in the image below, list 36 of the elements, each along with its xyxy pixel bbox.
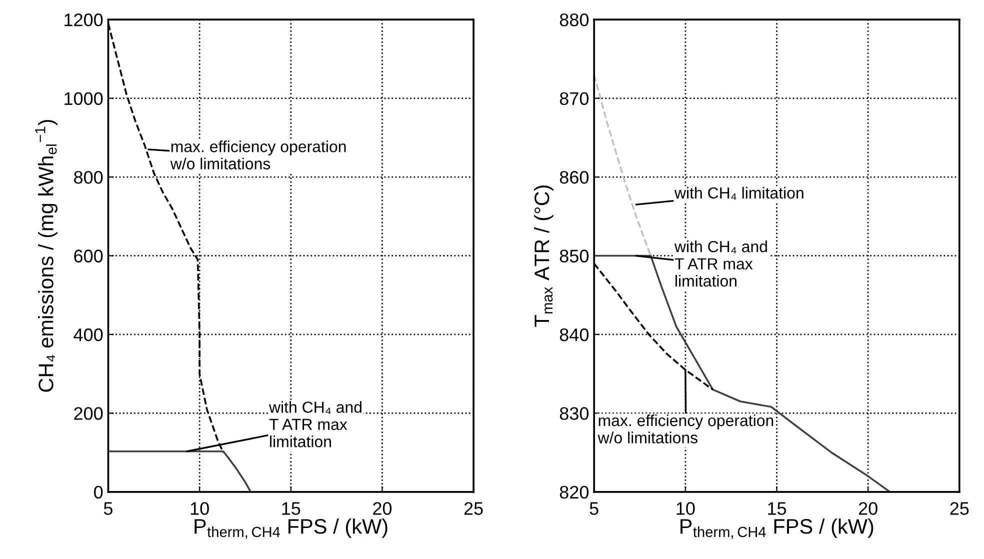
y-tick-label: 200 — [74, 407, 103, 420]
x-tick-label: 10 — [676, 502, 695, 515]
y-tick-label: 600 — [74, 250, 103, 262]
line-series — [594, 254, 891, 492]
y-axis-title: T$_{max}$ ATR / (°C) — [534, 185, 554, 327]
y-tick-label: 1200 — [64, 14, 103, 26]
x-tick-label: 5 — [590, 502, 598, 515]
x-tick-label: 15 — [768, 502, 786, 515]
y-tick-label: 850 — [560, 250, 589, 262]
y-tick-label: 820 — [560, 486, 589, 499]
y-tick-label: 880 — [560, 14, 589, 26]
y-tick-label: 1000 — [64, 92, 103, 106]
x-tick-label: 5 — [104, 502, 113, 515]
annotation: max. efficiency operation w/o limitations — [170, 140, 346, 170]
y-tick-label: 860 — [560, 170, 589, 184]
y-axis-title: CH₄ emissions / (mg kWh$_{el}$$^{−1}$) — [35, 120, 58, 392]
x-axis-title: P$_{therm,CH4}$ FPS / (kW) — [680, 518, 874, 539]
line-series — [594, 74, 652, 257]
annotation: max. efficiency operation w/o limitations — [598, 414, 774, 444]
y-tick-label: 870 — [560, 92, 589, 106]
x-tick-label: 10 — [190, 502, 209, 515]
annotation: with CH₄ and T ATR max limitation — [268, 401, 362, 448]
x-tick-label: 25 — [464, 502, 483, 515]
x-tick-label: 15 — [282, 502, 300, 515]
x-axis-title: P$_{therm,CH4}$ FPS / (kW) — [194, 518, 388, 539]
x-tick-label: 20 — [858, 502, 878, 515]
annotation: with CH₄ and T ATR max limitation — [674, 240, 767, 287]
y-tick-label: 400 — [74, 328, 103, 342]
y-tick-label: 840 — [560, 328, 589, 342]
y-tick-label: 0 — [94, 486, 103, 499]
y-tick-label: 830 — [560, 407, 589, 420]
annotation: with CH₄ limitation — [674, 186, 804, 200]
line-series — [108, 450, 252, 492]
x-tick-label: 20 — [373, 502, 392, 515]
y-tick-label: 800 — [74, 170, 103, 184]
x-tick-label: 25 — [950, 502, 969, 515]
